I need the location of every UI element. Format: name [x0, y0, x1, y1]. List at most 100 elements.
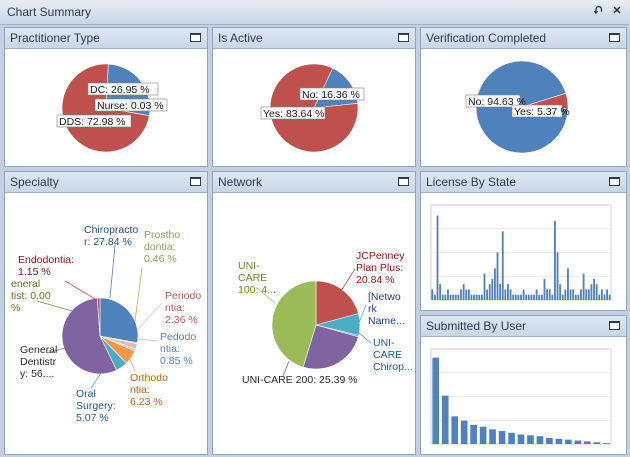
bar[interactable]	[543, 278, 546, 300]
pie-slice[interactable]	[99, 297, 139, 344]
bar[interactable]	[520, 294, 522, 300]
bar[interactable]	[441, 395, 449, 444]
bar[interactable]	[574, 440, 582, 444]
bar[interactable]	[538, 294, 541, 300]
bar[interactable]	[436, 215, 439, 300]
bar[interactable]	[504, 289, 507, 300]
pie-slice[interactable]	[271, 280, 317, 368]
bar[interactable]	[465, 289, 468, 300]
maximize-icon[interactable]	[398, 33, 409, 42]
bar[interactable]	[561, 294, 564, 300]
maximize-icon[interactable]	[609, 177, 620, 186]
bar[interactable]	[603, 294, 606, 300]
bar[interactable]	[525, 294, 528, 300]
bar[interactable]	[598, 294, 601, 300]
bar[interactable]	[522, 289, 525, 300]
maximize-icon[interactable]	[398, 177, 409, 186]
bar[interactable]	[569, 289, 572, 300]
bar[interactable]	[451, 416, 458, 444]
bar[interactable]	[432, 357, 440, 444]
bar[interactable]	[517, 434, 525, 445]
bar[interactable]	[470, 425, 477, 444]
bar[interactable]	[508, 432, 515, 444]
bar[interactable]	[564, 289, 567, 300]
bar[interactable]	[590, 284, 593, 300]
bar[interactable]	[447, 289, 449, 300]
bar[interactable]	[554, 220, 556, 300]
bar[interactable]	[496, 252, 499, 301]
bar[interactable]	[606, 289, 608, 300]
pie-slice[interactable]	[61, 297, 117, 375]
bar[interactable]	[565, 439, 572, 444]
bar[interactable]	[530, 294, 533, 300]
bar[interactable]	[567, 268, 569, 300]
maximize-icon[interactable]	[190, 33, 201, 42]
bar[interactable]	[467, 289, 470, 300]
bar[interactable]	[593, 442, 601, 444]
maximize-icon[interactable]	[190, 177, 201, 186]
close-icon[interactable]: ✕	[612, 5, 622, 17]
bar[interactable]	[439, 284, 442, 300]
bar[interactable]	[486, 289, 488, 300]
bar[interactable]	[488, 284, 491, 300]
bar[interactable]	[478, 294, 481, 300]
bar[interactable]	[479, 426, 487, 444]
bar[interactable]	[499, 284, 502, 300]
bar[interactable]	[580, 289, 582, 300]
bar[interactable]	[574, 294, 577, 300]
bar[interactable]	[546, 437, 553, 444]
bar[interactable]	[572, 289, 575, 300]
bar[interactable]	[527, 435, 534, 444]
bar[interactable]	[460, 420, 468, 444]
bar[interactable]	[501, 231, 504, 300]
bar[interactable]	[555, 438, 563, 444]
bar[interactable]	[509, 289, 512, 300]
bar[interactable]	[517, 294, 520, 300]
maximize-icon[interactable]	[609, 321, 620, 330]
bar[interactable]	[546, 289, 548, 300]
bar[interactable]	[483, 273, 486, 300]
bar[interactable]	[489, 429, 496, 444]
bar[interactable]	[548, 289, 551, 300]
bar[interactable]	[498, 431, 506, 444]
pin-icon[interactable]: ⮏	[593, 5, 603, 17]
bar[interactable]	[608, 294, 611, 300]
bar[interactable]	[431, 289, 434, 300]
bar[interactable]	[514, 294, 517, 300]
pie-slice[interactable]	[315, 280, 359, 326]
bar[interactable]	[577, 294, 580, 300]
bar[interactable]	[551, 294, 554, 300]
bar[interactable]	[480, 294, 483, 300]
bar[interactable]	[473, 294, 475, 300]
bar[interactable]	[434, 294, 436, 300]
bar[interactable]	[494, 268, 496, 300]
bar[interactable]	[444, 294, 447, 300]
bar[interactable]	[600, 289, 603, 300]
bar[interactable]	[462, 284, 465, 300]
bar[interactable]	[585, 289, 588, 300]
bar[interactable]	[536, 436, 544, 444]
bar[interactable]	[527, 294, 530, 300]
bar[interactable]	[452, 294, 455, 300]
maximize-icon[interactable]	[609, 33, 620, 42]
bar[interactable]	[587, 289, 590, 300]
bar[interactable]	[457, 294, 460, 300]
bar[interactable]	[556, 252, 559, 301]
bar[interactable]	[540, 294, 543, 300]
pie-slice[interactable]	[302, 324, 359, 370]
bar[interactable]	[584, 441, 591, 444]
bar[interactable]	[535, 289, 538, 300]
bar[interactable]	[449, 294, 452, 300]
bar[interactable]	[582, 273, 585, 300]
bar[interactable]	[460, 289, 462, 300]
bar[interactable]	[441, 294, 444, 300]
pie-slice[interactable]	[96, 297, 101, 337]
bar[interactable]	[491, 278, 494, 300]
bar[interactable]	[602, 443, 610, 444]
bar[interactable]	[559, 284, 562, 300]
bar[interactable]	[507, 284, 509, 300]
bar[interactable]	[454, 294, 457, 300]
bar[interactable]	[593, 278, 595, 300]
bar[interactable]	[533, 294, 535, 300]
bar[interactable]	[512, 294, 515, 300]
